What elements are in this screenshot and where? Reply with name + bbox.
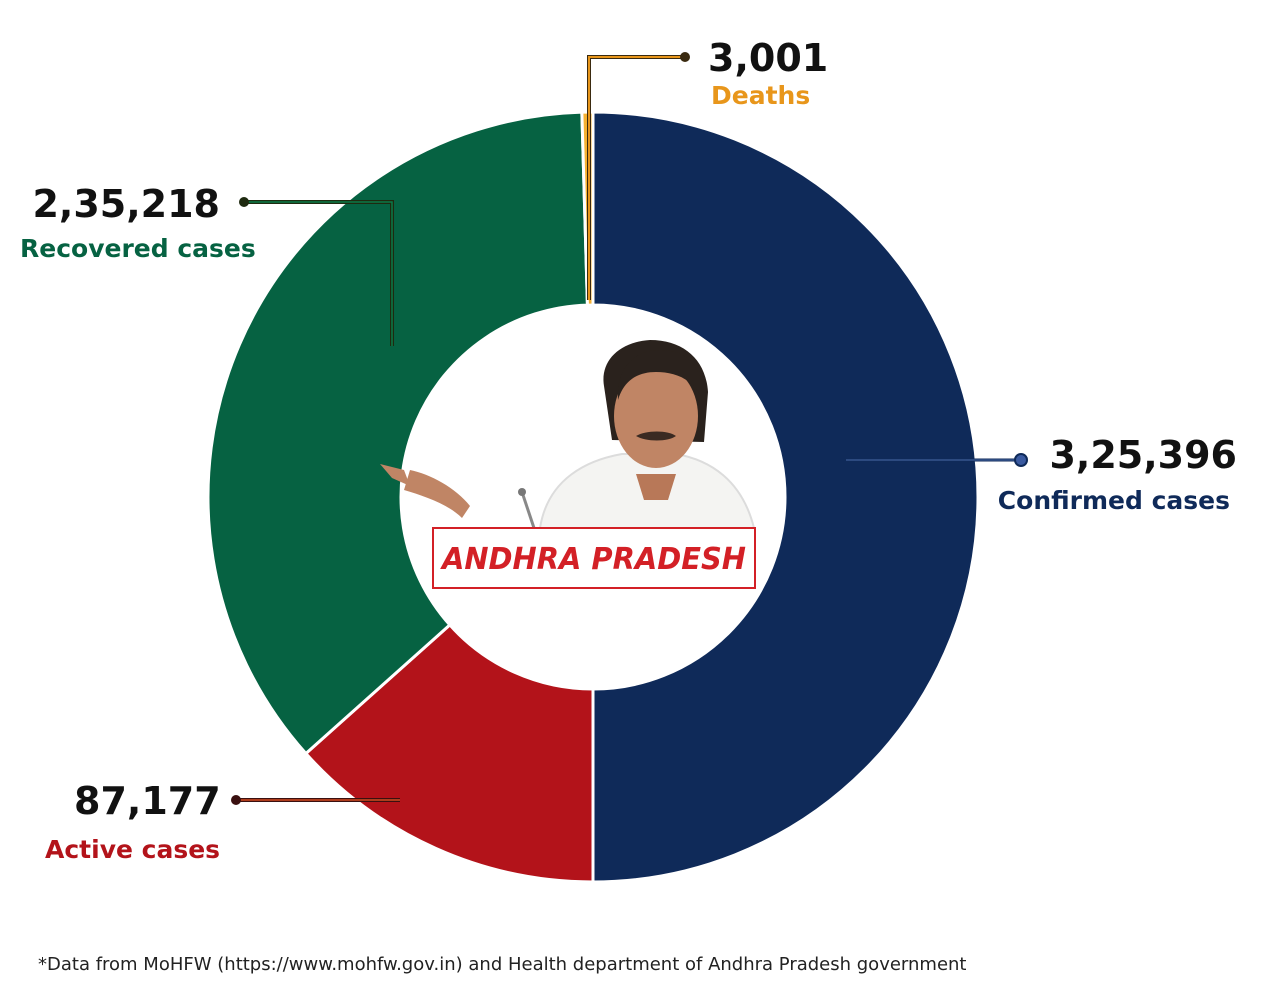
deaths-value: 3,001 [708,36,828,80]
leader-dot-recovered [239,197,249,207]
confirmed-value: 3,25,396 [1049,433,1237,477]
leader-dot-active [231,795,241,805]
active-value: 87,177 [74,779,221,823]
center-label: ANDHRA PRADESH [440,542,746,577]
deaths-label: Deaths [711,81,810,110]
callout-confirmed: 3,25,396 Confirmed cases [846,433,1237,515]
callout-recovered: 2,35,218 Recovered cases [20,182,394,346]
callout-active: 87,177 Active cases [45,779,400,864]
leader-dot-confirmed [1014,453,1028,467]
portrait-illustration [380,340,756,529]
recovered-label: Recovered cases [20,234,256,263]
confirmed-label: Confirmed cases [998,486,1230,515]
callout-deaths: 3,001 Deaths [587,36,828,300]
leader-dot-deaths [680,52,690,62]
active-label: Active cases [45,835,220,864]
recovered-value: 2,35,218 [32,182,220,226]
footnote: *Data from MoHFW (https://www.mohfw.gov.… [38,954,967,975]
center-badge [432,527,756,589]
